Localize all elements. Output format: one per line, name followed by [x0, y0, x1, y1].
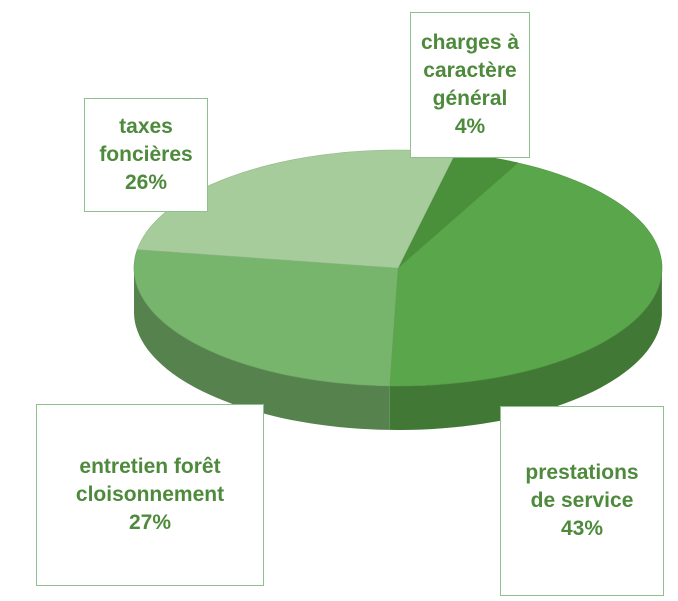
pie-side-1	[389, 271, 662, 430]
label-line: prestations	[525, 461, 639, 484]
label-percent: 27%	[128, 511, 172, 534]
pie-slices	[133, 149, 663, 387]
pie-slice-1	[389, 162, 663, 387]
pie-slice-2	[133, 249, 399, 387]
label-line: cloisonnement	[75, 483, 225, 506]
pie-slice-3	[136, 149, 457, 269]
label-line: foncières	[99, 143, 193, 166]
label-percent: 4%	[454, 115, 486, 138]
label-charges-caractere-general: charges à caractère général 4%	[410, 12, 530, 158]
label-line: taxes	[119, 115, 173, 138]
label-line: de service	[530, 489, 634, 512]
label-line: caractère	[423, 59, 517, 82]
label-entretien-foret-cloisonnement: entretien forêt cloisonnement 27%	[36, 404, 264, 586]
label-line: charges à	[420, 31, 520, 54]
label-percent: 43%	[560, 517, 604, 540]
label-line: entretien forêt	[79, 455, 221, 478]
pie-side-2	[134, 269, 390, 430]
label-line: général	[432, 87, 508, 110]
pie-side-walls	[134, 269, 662, 430]
label-taxes-foncieres: taxes foncières 26%	[84, 98, 208, 212]
label-percent: 26%	[124, 171, 168, 194]
label-prestations-de-service: prestations de service 43%	[500, 406, 664, 596]
